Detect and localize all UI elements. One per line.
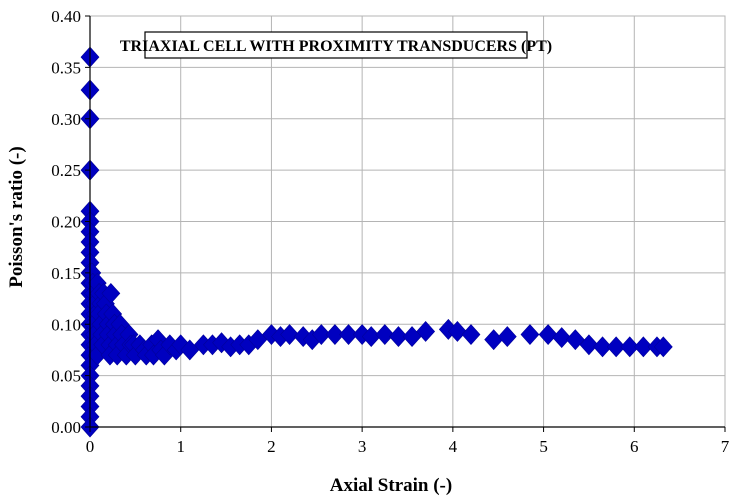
data-point (447, 320, 467, 342)
data-point (653, 336, 673, 358)
data-point (620, 336, 640, 358)
data-point (579, 334, 599, 356)
y-tick-label: 0.05 (51, 367, 81, 386)
tick-labels: 0 1 2 3 4 5 6 7 0.00 0.05 0.10 0.15 0.20 0.25 0.30 0.35… (51, 7, 730, 456)
data-point (593, 336, 612, 358)
y-tick-label: 0.20 (51, 213, 81, 232)
data-point (311, 324, 331, 345)
gridlines (89, 15, 726, 428)
data-point (339, 324, 358, 345)
x-axis-title: Axial Strain (-) (330, 475, 452, 496)
x-tick-label: 3 (358, 437, 367, 456)
y-tick-label: 0.35 (51, 58, 81, 77)
data-point (461, 324, 481, 345)
y-tick-label: 0.30 (51, 110, 81, 129)
data-point (520, 324, 540, 345)
x-tick-label: 7 (721, 437, 730, 456)
x-tick-label: 2 (267, 437, 276, 456)
y-axis-title: Poisson's ratio (-) (6, 146, 27, 287)
x-tick-label: 5 (539, 437, 548, 456)
data-point (497, 326, 517, 348)
title-box-border (144, 31, 528, 59)
y-tick-label: 0.15 (51, 264, 81, 283)
y-tick-label: 0.40 (51, 7, 81, 26)
y-tick-label: 0.25 (51, 161, 81, 180)
axes (85, 15, 726, 432)
data-point (416, 320, 436, 342)
x-tick-label: 0 (86, 437, 95, 456)
x-tick-label: 6 (630, 437, 639, 456)
data-point (552, 327, 572, 349)
data-point (280, 324, 299, 345)
y-tick-label: 0.00 (51, 418, 81, 437)
data-point (375, 324, 395, 345)
y-tick-label: 0.10 (51, 315, 81, 334)
data-point (633, 336, 653, 358)
data-point (101, 282, 121, 304)
data-point (389, 326, 408, 348)
data-points (80, 46, 673, 438)
data-point (538, 324, 558, 345)
chart-title: TRIAXIAL CELL WITH PROXIMITY TRANSDUCERS… (120, 38, 552, 55)
x-tick-label: 4 (449, 437, 458, 456)
x-tick-label: 1 (176, 437, 185, 456)
data-point (325, 324, 345, 345)
title-box: TRIAXIAL CELL WITH PROXIMITY TRANSDUCERS… (120, 31, 552, 59)
data-point (606, 336, 626, 358)
